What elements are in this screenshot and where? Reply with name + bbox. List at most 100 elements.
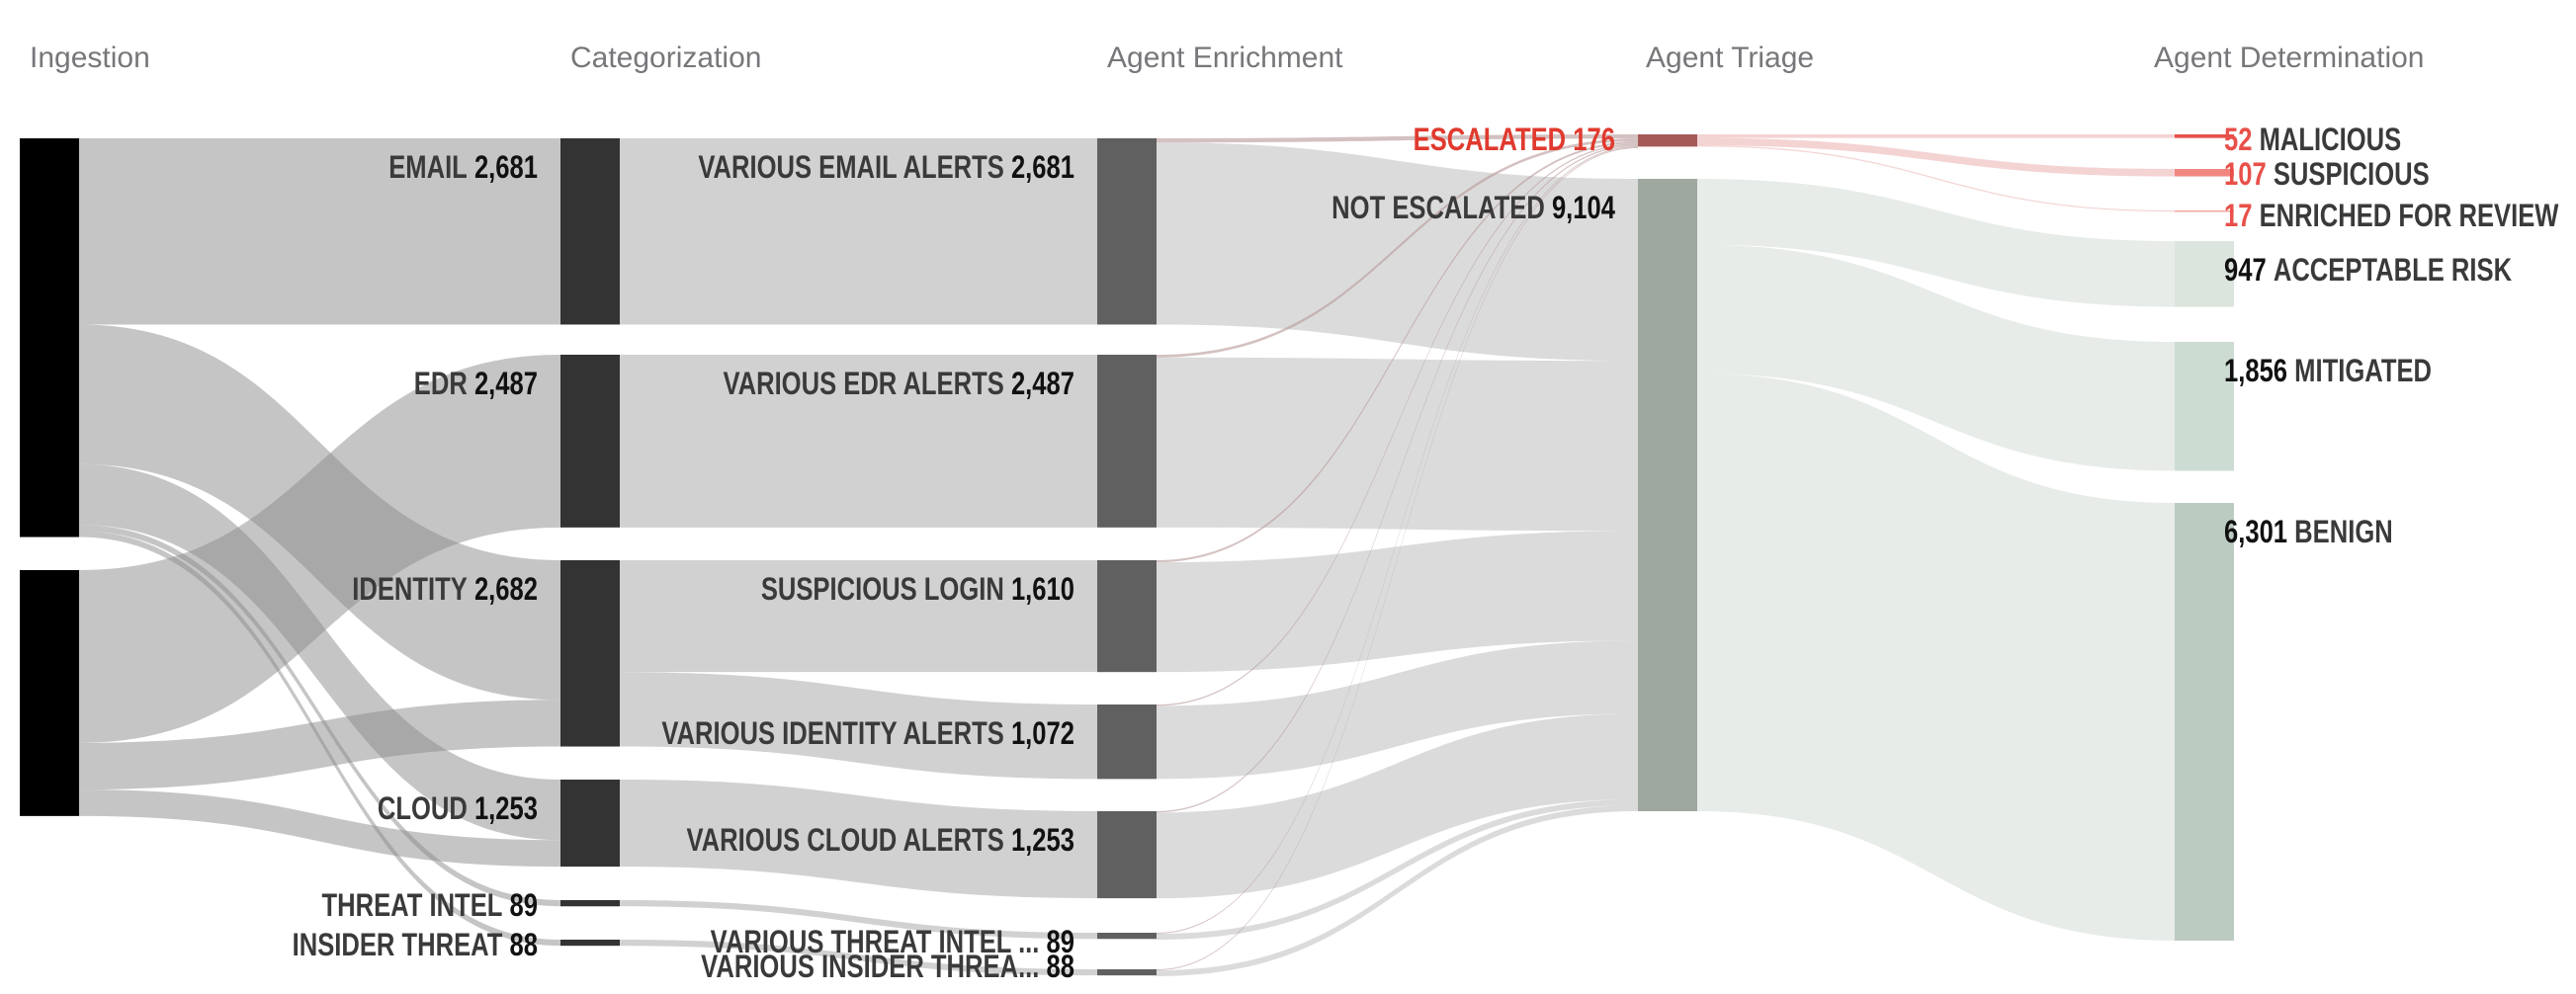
column-header: Agent Determination: [2154, 41, 2425, 74]
node-label-value: 176: [1573, 124, 1615, 158]
link-v_edr-escalated: [1157, 138, 1638, 358]
node-label-value: 1,072: [1011, 716, 1074, 751]
label-acceptable: 947 ACCEPTABLE RISK: [2224, 253, 2512, 288]
node-label-value: 2,682: [474, 572, 538, 607]
label-enriched: 17 ENRICHED FOR REVIEW: [2224, 199, 2559, 233]
node-v_identity[interactable]: [1097, 704, 1157, 780]
node-enriched[interactable]: [2175, 210, 2234, 212]
svg-text:VARIOUS EDR ALERTS 2,487: VARIOUS EDR ALERTS 2,487: [723, 367, 1074, 401]
node-label-name: SUSPICIOUS: [2274, 157, 2430, 192]
node-label-value: 2,487: [474, 367, 538, 401]
svg-text:THREAT INTEL 89: THREAT INTEL 89: [321, 888, 538, 923]
svg-text:947 ACCEPTABLE RISK: 947 ACCEPTABLE RISK: [2224, 253, 2512, 288]
svg-text:CLOUD 1,253: CLOUD 1,253: [378, 791, 538, 826]
link-not_escalated-benign: [1697, 373, 2175, 941]
node-label-name: IDENTITY: [352, 572, 468, 607]
label-v_cloud: VARIOUS CLOUD ALERTS 1,253: [686, 823, 1074, 858]
svg-text:EMAIL 2,681: EMAIL 2,681: [388, 150, 538, 185]
node-label-name: VARIOUS CLOUD ALERTS: [686, 823, 1003, 858]
svg-text:VARIOUS EMAIL ALERTS 2,681: VARIOUS EMAIL ALERTS 2,681: [698, 150, 1074, 185]
link-src_a-cloud: [79, 463, 560, 841]
svg-text:IDENTITY 2,682: IDENTITY 2,682: [352, 572, 538, 607]
link-it-v_it: [620, 940, 1097, 976]
node-identity[interactable]: [560, 560, 620, 747]
label-v_email: VARIOUS EMAIL ALERTS 2,681: [698, 150, 1074, 185]
node-escalated[interactable]: [1638, 134, 1697, 147]
node-it[interactable]: [560, 940, 620, 947]
node-label-value: 89: [1047, 925, 1074, 959]
link-v_it-escalated: [1157, 146, 1638, 971]
svg-text:VARIOUS IDENTITY ALERTS 1,072: VARIOUS IDENTITY ALERTS 1,072: [661, 716, 1074, 751]
node-label-name: ENRICHED FOR REVIEW: [2260, 199, 2559, 233]
svg-text:SUSPICIOUS LOGIN 1,610: SUSPICIOUS LOGIN 1,610: [761, 572, 1074, 607]
node-src_a[interactable]: [20, 138, 79, 538]
label-malicious: 52 MALICIOUS: [2224, 123, 2401, 157]
node-edr[interactable]: [560, 355, 620, 528]
node-v_edr[interactable]: [1097, 355, 1157, 528]
label-cloud: CLOUD 1,253: [378, 791, 538, 826]
label-email: EMAIL 2,681: [388, 150, 538, 185]
node-label-value: 1,856: [2224, 354, 2287, 388]
column-header: Agent Triage: [1646, 41, 1814, 74]
node-label-name: BENIGN: [2294, 515, 2393, 549]
label-mitigated: 1,856 MITIGATED: [2224, 354, 2432, 388]
node-email[interactable]: [560, 138, 620, 325]
label-v_edr: VARIOUS EDR ALERTS 2,487: [723, 367, 1074, 401]
node-label-name: VARIOUS EDR ALERTS: [723, 367, 1003, 401]
node-label-value: 6,301: [2224, 515, 2287, 549]
label-identity: IDENTITY 2,682: [352, 572, 538, 607]
node-suspicious[interactable]: [2175, 169, 2234, 177]
node-login[interactable]: [1097, 560, 1157, 673]
link-src_b-edr: [79, 355, 560, 743]
column-header: Ingestion: [30, 41, 150, 74]
link-identity-login: [620, 560, 1097, 673]
node-benign[interactable]: [2175, 503, 2234, 941]
link-v_email-not_escalated: [1157, 142, 1638, 362]
link-v_identity-not_escalated: [1157, 640, 1638, 780]
link-cloud-v_cloud: [620, 780, 1097, 899]
node-label-name: ESCALATED: [1414, 124, 1567, 158]
node-label-name: MITIGATED: [2294, 354, 2432, 388]
label-v_it: VARIOUS INSIDER THREA... 88: [701, 950, 1074, 984]
node-acceptable[interactable]: [2175, 241, 2234, 307]
node-v_email[interactable]: [1097, 138, 1157, 325]
node-cloud[interactable]: [560, 780, 620, 868]
link-ti-v_ti: [620, 900, 1097, 940]
node-not_escalated[interactable]: [1638, 179, 1697, 812]
node-label-value: 1,610: [1011, 572, 1074, 607]
node-label-value: 88: [1047, 950, 1074, 984]
node-label-name: THREAT INTEL: [321, 888, 502, 923]
node-ti[interactable]: [560, 900, 620, 907]
node-v_cloud[interactable]: [1097, 811, 1157, 899]
node-label-value: 17: [2224, 199, 2252, 233]
node-src_b[interactable]: [20, 570, 79, 816]
link-escalated-malicious: [1697, 134, 2175, 138]
node-malicious[interactable]: [2175, 134, 2234, 138]
node-label-name: INSIDER THREAT: [293, 928, 503, 962]
link-v_cloud-escalated: [1157, 144, 1638, 813]
node-label-name: CLOUD: [378, 791, 468, 826]
node-label-name: SUSPICIOUS LOGIN: [761, 572, 1004, 607]
link-v_it-not_escalated: [1157, 805, 1638, 976]
svg-text:ESCALATED 176: ESCALATED 176: [1414, 124, 1615, 158]
svg-text:INSIDER THREAT 88: INSIDER THREAT 88: [293, 928, 538, 962]
node-label-name: EMAIL: [388, 150, 468, 185]
link-login-escalated: [1157, 141, 1638, 563]
svg-text:52 MALICIOUS: 52 MALICIOUS: [2224, 123, 2401, 157]
node-mitigated[interactable]: [2175, 342, 2234, 471]
node-label-value: 52: [2224, 123, 2252, 157]
link-src_b-identity: [79, 700, 560, 790]
link-v_email-escalated: [1157, 134, 1638, 143]
link-v_identity-escalated: [1157, 143, 1638, 706]
node-v_ti[interactable]: [1097, 933, 1157, 940]
node-label-value: 1,253: [474, 791, 538, 826]
node-v_it[interactable]: [1097, 969, 1157, 976]
link-not_escalated-acceptable: [1697, 179, 2175, 307]
svg-text:1,856 MITIGATED: 1,856 MITIGATED: [2224, 354, 2432, 388]
node-label-name: VARIOUS INSIDER THREA...: [701, 950, 1039, 984]
node-label-value: 107: [2224, 157, 2267, 192]
column-headers: Ingestion Categorization Agent Enrichment A…: [30, 41, 2425, 74]
link-src_a-email: [79, 138, 560, 325]
label-v_identity: VARIOUS IDENTITY ALERTS 1,072: [661, 716, 1074, 751]
